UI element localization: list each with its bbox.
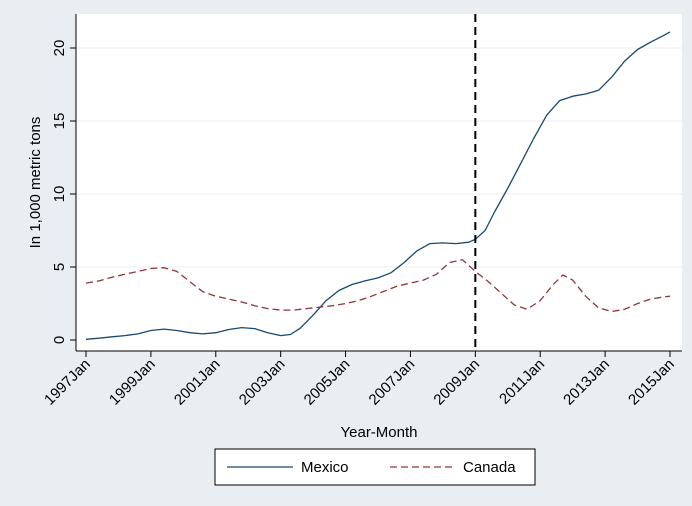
legend-label-canada: Canada (463, 459, 516, 476)
series-canada-line (85, 259, 671, 313)
series-layer (85, 31, 671, 340)
y-tick-label: 20 (51, 40, 68, 57)
y-tick-label: 0 (51, 336, 68, 344)
legend-label-mexico: Mexico (301, 459, 349, 476)
series-mexico-line (85, 31, 671, 340)
y-axis-title: In 1,000 metric tons (27, 117, 44, 249)
y-tick-label: 15 (51, 113, 68, 130)
legend: Mexico Canada (214, 448, 536, 486)
plot-area (76, 14, 682, 351)
x-axis-title: Year-Month (341, 424, 418, 441)
y-tick-label: 10 (51, 186, 68, 203)
gridlines (76, 47, 682, 268)
y-tick-label: 5 (51, 263, 68, 271)
